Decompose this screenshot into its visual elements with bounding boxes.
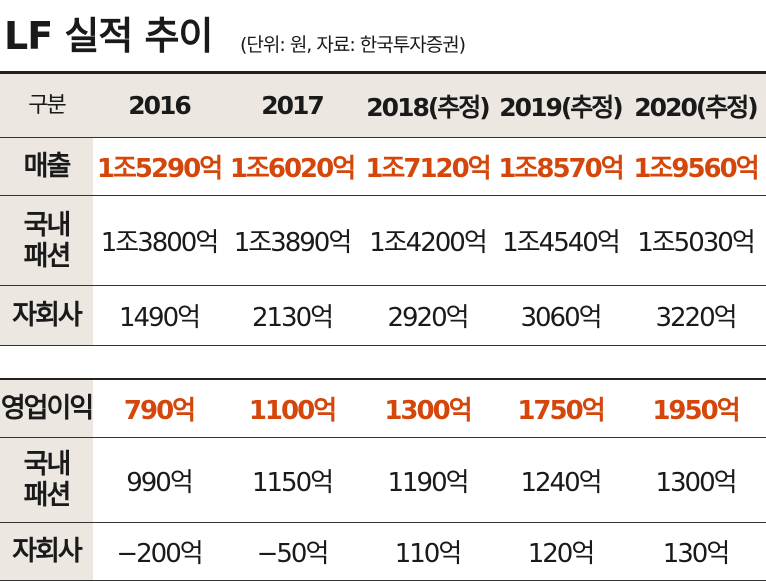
table-row: 자회사 1490억 2130억 2920억 3060억 3220억	[0, 286, 766, 346]
table-cell: 1950억	[652, 396, 740, 426]
table-cell: 1조3890억	[233, 228, 353, 258]
table-cell: 1750억	[517, 396, 605, 426]
table-row: 국내 패션 1조3800억 1조3890억 1조4200억 1조4540억 1조5030억	[0, 196, 766, 286]
table-cell: 790억	[123, 396, 196, 426]
column-header: 2017	[261, 91, 325, 120]
group-divider	[0, 378, 766, 380]
table-cell: 1240억	[520, 467, 602, 498]
table-cell: 2920억	[387, 303, 469, 333]
table-row: 국내 패션 990억 1150억 1190억 1240억 1300억	[0, 438, 766, 523]
table-cell: 1조5290억	[96, 154, 223, 184]
table-cell: 3060억	[520, 303, 602, 333]
table-cell: 1300억	[384, 396, 472, 426]
table-cell: 1300억	[655, 467, 737, 498]
table-cell: 1490억	[118, 303, 201, 333]
page-subtitle: (단위: 원, 자료: 한국투자증권)	[240, 34, 466, 56]
table-row: 매출 1조5290억 1조6020억 1조7120억 1조8570억 1조9560억	[0, 138, 766, 196]
table-cell: 1150억	[251, 467, 334, 498]
row-label: 자회사	[0, 286, 93, 345]
table-row: 자회사 −200억 −50억 110억 120억 130억	[0, 523, 766, 581]
page-title: LF 실적 추이	[4, 14, 213, 58]
row-label-line: 자회사	[12, 300, 83, 331]
table-cell: 1조8570억	[498, 154, 624, 184]
table-cell: 1조4540억	[502, 228, 621, 258]
row-label: 자회사	[0, 523, 93, 580]
row-label-line: 국내	[23, 449, 72, 480]
table-cell: −200억	[116, 539, 203, 569]
row-label-line: 패션	[23, 480, 72, 511]
table-row: 영업이익 790억 1100억 1300억 1750억 1950억	[0, 380, 766, 438]
table-cell: 1100억	[248, 396, 337, 426]
table-header-row: 구분 2016 2017 2018(추정) 2019(추정) 2020(추정)	[0, 74, 766, 138]
column-header: 2019(추정)	[499, 92, 623, 122]
top-divider	[0, 71, 766, 74]
row-label-line: 국내	[23, 209, 72, 241]
row-label: 국내 패션	[0, 196, 93, 285]
row-label-line: 패션	[23, 240, 72, 272]
row-label-line: 영업이익	[0, 393, 94, 424]
table-cell: 1조4200억	[369, 228, 488, 258]
column-header: 구분	[0, 74, 93, 137]
table-cell: −50억	[256, 539, 330, 569]
table-cell: 110억	[394, 539, 463, 569]
table-cell: 1조5030억	[637, 228, 756, 258]
title-bar: LF 실적 추이 (단위: 원, 자료: 한국투자증권)	[0, 0, 766, 72]
row-label-line: 자회사	[12, 536, 83, 567]
table-cell: 1조7120억	[365, 154, 491, 184]
table-cell: 130억	[662, 539, 731, 569]
row-label: 영업이익	[0, 380, 94, 437]
column-header: 2016	[128, 91, 192, 120]
table-cell: 2130억	[251, 303, 334, 333]
table-cell: 1조9560억	[633, 154, 759, 184]
column-header: 2020(추정)	[634, 92, 758, 122]
table-cell: 1조3800억	[100, 228, 220, 258]
table-cell: 1조6020억	[229, 154, 356, 184]
group-gap	[0, 346, 766, 380]
row-label-line: 매출	[23, 151, 72, 182]
table-cell: 120억	[527, 539, 596, 569]
table-cell: 3220억	[655, 303, 737, 333]
table-cell: 990억	[126, 467, 194, 498]
row-label: 국내 패션	[0, 438, 93, 522]
table-cell: 1190억	[387, 467, 469, 498]
column-header: 2018(추정)	[366, 92, 490, 122]
row-label: 매출	[0, 138, 93, 195]
